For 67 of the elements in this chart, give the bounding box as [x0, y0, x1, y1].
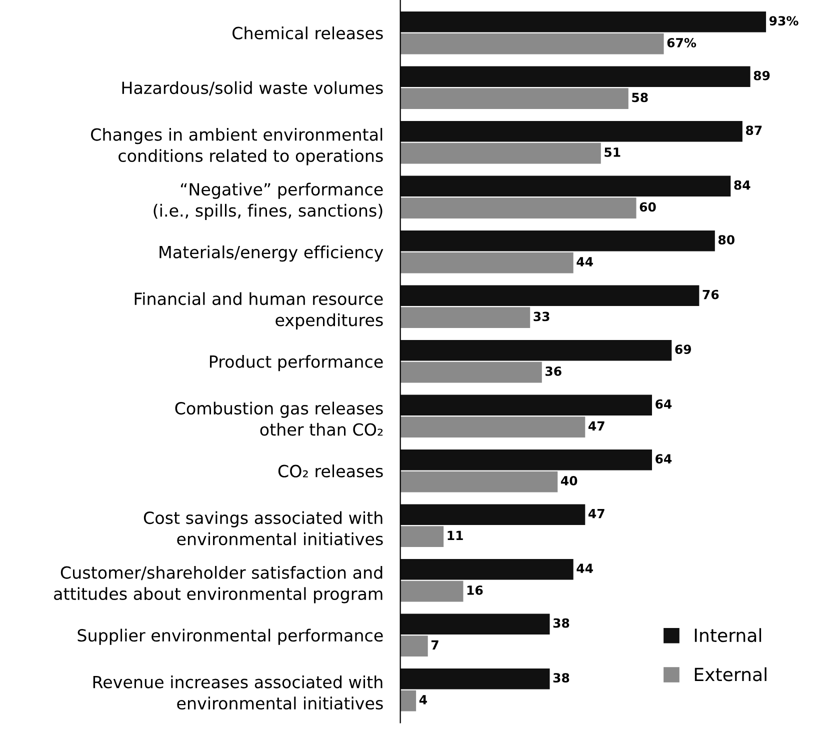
y-tick-label: Supplier environmental performance: [78, 628, 383, 645]
bar: [400, 690, 416, 712]
data-label: 76: [702, 290, 719, 300]
data-label: 60: [640, 202, 656, 212]
data-label: 80: [718, 235, 734, 245]
bar: [400, 580, 464, 602]
legend-label: Internal: [694, 628, 762, 642]
bar: [400, 66, 750, 88]
bar: [400, 471, 558, 492]
bar: [400, 668, 550, 690]
bar: [400, 614, 550, 635]
data-label: 40: [560, 476, 578, 486]
y-tick-label: CO₂ releases: [278, 464, 383, 478]
bar: [400, 559, 574, 580]
bar: [400, 362, 542, 383]
bar: [400, 504, 586, 526]
y-tick-label: Combustion gas releases other than CO₂: [175, 402, 383, 436]
y-tick-label: Revenue increases associated with environmental initiatives: [93, 675, 383, 710]
data-label: 64: [656, 399, 672, 409]
y-tick-label: Cost savings associated with environmental initiatives: [144, 511, 383, 546]
data-label: 87: [746, 126, 762, 136]
bar: [400, 394, 652, 416]
data-label: 47: [588, 508, 604, 518]
data-label: 51: [604, 148, 620, 157]
data-label: 58: [632, 92, 648, 102]
data-label: 38: [553, 673, 570, 683]
y-tick-label: Materials/energy efficiency: [160, 246, 384, 262]
y-tick-label: Changes in ambient environmental conditions related to operations: [91, 128, 383, 166]
bar: [400, 121, 742, 142]
data-label: 64: [656, 454, 672, 464]
y-tick-label: Customer/shareholder satisfaction and attitudes about environmental program: [54, 566, 382, 604]
y-tick-label: Chemical releases: [232, 26, 383, 40]
bar: [400, 416, 586, 438]
y-tick-label: Financial and human resource expenditures: [134, 292, 383, 330]
data-label: 44: [576, 564, 593, 573]
data-label: 47: [588, 421, 604, 430]
bar: [400, 198, 636, 218]
bar: [400, 340, 672, 361]
bar: [400, 285, 700, 306]
bar: [400, 12, 766, 32]
bar: [400, 307, 530, 328]
y-tick-label: Product performance: [210, 355, 383, 372]
bar: [400, 230, 715, 252]
data-label: 33: [534, 312, 550, 322]
data-label: 11: [448, 530, 463, 540]
data-label: 84: [734, 180, 750, 190]
data-label: 4: [419, 695, 427, 704]
bar: [400, 252, 574, 274]
data-label: 67%: [667, 38, 696, 48]
bar: [400, 142, 601, 164]
bar: [400, 636, 428, 656]
data-label: 89: [754, 70, 770, 80]
bar: [400, 526, 444, 547]
bar: [400, 33, 664, 54]
bar: [400, 88, 628, 109]
data-label: 69: [675, 344, 692, 354]
y-tick-label: Hazardous/solid waste volumes: [122, 81, 383, 96]
data-label: 36: [546, 366, 562, 376]
data-label: 7: [431, 640, 438, 650]
bar: [400, 176, 731, 197]
data-label: 44: [576, 257, 593, 266]
legend-label: External: [694, 667, 766, 682]
y-tick-label: “Negative” performance (i.e., spills, fines, sanctions): [154, 182, 383, 220]
data-label: 93%: [769, 16, 798, 26]
data-label: 16: [467, 585, 483, 595]
data-label: 38: [553, 618, 570, 628]
bar: [400, 450, 652, 470]
